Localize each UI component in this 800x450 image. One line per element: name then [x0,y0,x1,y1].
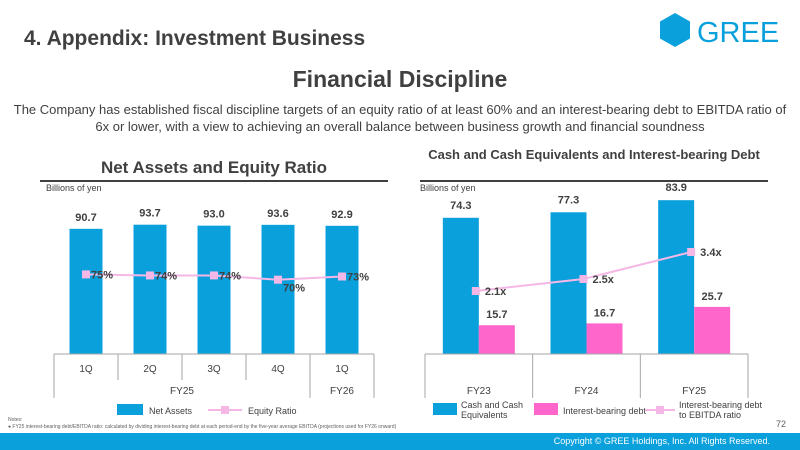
equity-ratio-marker [146,271,154,280]
cash-bar [442,217,479,354]
legend-equity-ratio-marker [221,406,229,414]
right-category-label: FY25 [682,386,706,397]
right-category-label: FY24 [575,386,599,397]
net-assets-bar [69,228,103,354]
legend-debt-swatch [534,403,558,415]
debt-value-label: 15.7 [486,309,507,321]
copyright-text: Copyright © GREE Holdings, Inc. All Righ… [553,436,770,446]
logo-text: GREE [697,17,779,48]
debt-value-label: 25.7 [701,291,722,303]
legend-ratio-marker [656,406,664,414]
legend-ratio: Interest-bearing debt to EBITDA ratio [679,400,763,420]
right-chart-title: Cash and Cash Equivalents and Interest-b… [428,147,760,162]
legend-cash-swatch [433,403,457,415]
equity-ratio-value-label: 74% [155,270,177,282]
debt-value-label: 16.7 [594,307,615,319]
equity-ratio-marker [210,271,218,280]
net-assets-bar [133,224,167,354]
page-number: 72 [776,419,787,429]
cash-bar [658,200,695,354]
notes-item: ● FY25 interest-bearing debt/EBITDA rati… [8,424,397,430]
legend-cash: Cash and Cash Equivalents [461,400,524,420]
section-title: 4. Appendix: Investment Business [24,27,366,50]
right-category-label: FY23 [467,386,491,397]
net-assets-bar [197,225,231,354]
cash-bar [550,212,587,354]
net-assets-value-label: 93.0 [203,209,224,221]
left-category-label: 1Q [335,364,349,375]
debt-bar [694,306,731,354]
net-assets-value-label: 92.9 [331,209,352,221]
footer-bar: Copyright © GREE Holdings, Inc. All Righ… [0,433,800,450]
left-category-label: 3Q [207,364,221,375]
left-chart-title: Net Assets and Equity Ratio [100,158,328,177]
debt-ebitda-ratio-marker [687,248,696,256]
legend-debt: Interest-bearing debt [563,406,647,416]
debt-ebitda-ratio-label: 2.5x [593,274,615,286]
cash-value-label: 83.9 [665,182,686,194]
debt-ebitda-ratio-label: 3.4x [700,247,722,259]
legend-net-assets-swatch [117,404,143,415]
notes-item-text: FY25 interest-bearing debt/EBITDA ratio:… [12,424,397,430]
net-assets-value-label: 93.7 [139,208,160,220]
cash-value-label: 74.3 [450,200,471,212]
equity-ratio-value-label: 73% [347,272,369,284]
equity-ratio-value-label: 74% [219,270,241,282]
net-assets-bar [261,224,295,354]
equity-ratio-value-label: 70% [283,283,305,295]
legend-equity-ratio: Equity Ratio [248,406,297,416]
net-assets-value-label: 90.7 [75,212,96,224]
left-chart-title-underline [40,180,388,182]
equity-ratio-marker [338,272,346,281]
left-category-label: 2Q [143,364,157,375]
left-category-label: 1Q [79,364,93,375]
notes-label: Notes: [8,417,23,423]
debt-bar [478,325,515,354]
equity-ratio-marker [274,275,282,284]
lead-text: The Company has established fiscal disci… [13,102,787,134]
left-chart-unit: Billions of yen [46,183,102,193]
left-category-label: 4Q [271,364,285,375]
left-group-label: FY26 [330,386,354,397]
right-chart-title-underline [420,180,768,182]
debt-ebitda-ratio-marker [579,275,588,283]
debt-ebitda-ratio-marker [471,287,480,295]
net-assets-value-label: 93.6 [267,208,288,220]
net-assets-bar [325,225,359,354]
left-group-label: FY25 [170,386,194,397]
debt-bar [586,323,623,354]
right-chart-unit: Billions of yen [420,183,476,193]
page-title: Financial Discipline [292,66,508,92]
equity-ratio-marker [82,270,90,279]
legend-net-assets: Net Assets [149,406,193,416]
debt-ebitda-ratio-label: 2.1x [485,286,507,298]
cash-value-label: 77.3 [558,194,579,206]
gree-logo: GREE [657,12,779,48]
hexagon-icon [660,13,690,47]
equity-ratio-value-label: 75% [91,269,113,281]
